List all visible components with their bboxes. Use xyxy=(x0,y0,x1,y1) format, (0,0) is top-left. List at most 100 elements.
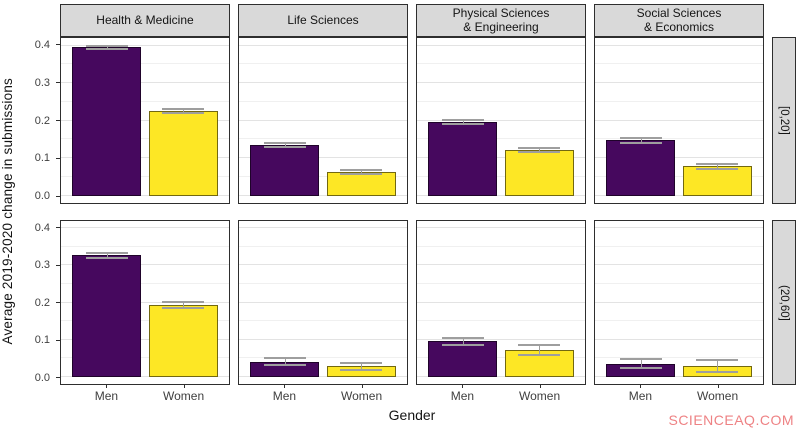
major-gridline xyxy=(61,194,229,196)
bar-men xyxy=(250,144,320,196)
minor-gridline xyxy=(417,282,585,284)
x-axis-ticks: Men Women xyxy=(416,385,586,406)
error-bar-cap xyxy=(619,357,662,360)
x-axis-title: Gender xyxy=(388,407,436,423)
facet-strip-age-20-60-label: (20,60] xyxy=(778,284,790,321)
error-bar-cap xyxy=(263,357,306,360)
minor-gridline xyxy=(595,100,763,102)
major-gridline xyxy=(595,264,763,266)
major-gridline xyxy=(61,301,229,303)
major-gridline xyxy=(417,119,585,121)
error-bar-cap xyxy=(340,169,383,171)
error-bar-line xyxy=(284,142,286,148)
error-bar-line xyxy=(462,338,464,345)
major-gridline xyxy=(239,194,407,196)
error-bar-cap xyxy=(518,151,561,154)
error-bar-cap xyxy=(696,162,739,165)
minor-gridline xyxy=(239,320,407,322)
error-bar-cap xyxy=(85,48,128,51)
x-tick-mark xyxy=(284,385,286,388)
minor-gridline xyxy=(595,357,763,359)
y-tick-mark xyxy=(56,82,60,84)
error-bar-line xyxy=(106,45,108,50)
major-gridline xyxy=(61,82,229,83)
error-bar-cap xyxy=(263,364,306,367)
x-tick-mark xyxy=(640,385,642,388)
error-bar-cap xyxy=(441,343,484,346)
y-tick-mark xyxy=(56,157,60,159)
major-gridline xyxy=(61,44,229,46)
minor-gridline xyxy=(239,245,407,247)
x-tick-mark xyxy=(539,385,541,388)
y-tick-label: 0.2 xyxy=(34,114,50,127)
major-gridline xyxy=(595,119,763,121)
minor-gridline xyxy=(595,282,763,284)
facet-strip-age-20-60: (20,60] xyxy=(772,220,796,385)
minor-gridline xyxy=(417,175,585,177)
y-tick-label: 0.1 xyxy=(34,334,50,346)
panel-20-60-physical-sciences xyxy=(416,220,586,385)
x-axis-ticks: Men Women xyxy=(594,385,764,406)
facet-strip-life-sciences: Life Sciences xyxy=(238,4,408,37)
facet-strip-social-sciences: Social Sciences & Economics xyxy=(594,4,764,37)
bar-men xyxy=(428,122,498,196)
error-bar-cap xyxy=(263,146,306,149)
error-bar-cap xyxy=(619,367,662,370)
x-tick-mark xyxy=(361,385,363,388)
minor-gridline xyxy=(417,320,585,322)
bar-men xyxy=(72,47,142,196)
minor-gridline xyxy=(239,175,407,177)
error-bar-line xyxy=(462,119,464,125)
x-tick-mark xyxy=(717,385,719,388)
error-bar-line xyxy=(539,147,541,153)
y-tick-mark xyxy=(56,302,60,303)
minor-gridline xyxy=(595,320,763,322)
error-bar-cap xyxy=(340,368,383,371)
y-tick-mark xyxy=(56,44,60,46)
minor-gridline xyxy=(61,138,229,140)
major-gridline xyxy=(239,119,407,121)
error-bar-cap xyxy=(340,173,383,176)
major-gridline xyxy=(61,375,229,377)
minor-gridline xyxy=(417,357,585,359)
major-gridline xyxy=(595,227,763,229)
y-tick-label: 0.3 xyxy=(34,259,50,271)
major-gridline xyxy=(595,194,763,196)
minor-gridline xyxy=(61,175,229,177)
major-gridline xyxy=(417,44,585,46)
y-axis-ticks-top-row: 0.0 0.1 0.2 0.3 0.4 xyxy=(22,37,60,204)
x-tick-label-women: Women xyxy=(519,389,561,403)
watermark: SCIENCEAQ.COM xyxy=(668,412,794,428)
y-tick-label: 0.4 xyxy=(34,221,50,234)
major-gridline xyxy=(417,338,585,340)
major-gridline xyxy=(595,338,763,340)
panel-20-60-health-medicine xyxy=(60,220,230,385)
major-gridline xyxy=(239,264,407,266)
error-bar-line xyxy=(183,109,185,113)
y-tick-mark xyxy=(56,264,60,266)
error-bar-line xyxy=(640,137,642,143)
y-tick-mark xyxy=(56,195,60,197)
major-gridline xyxy=(61,264,229,266)
bar-women xyxy=(148,111,218,196)
error-bar-cap xyxy=(619,136,662,139)
error-bar-cap xyxy=(696,358,739,361)
x-tick-mark xyxy=(462,385,464,388)
minor-gridline xyxy=(595,245,763,247)
error-bar-cap xyxy=(619,142,662,144)
error-bar-line xyxy=(284,358,286,366)
y-tick-label: 0.1 xyxy=(34,152,50,165)
error-bar-cap xyxy=(263,141,306,144)
major-gridline xyxy=(417,264,585,266)
facet-strip-health-medicine: Health & Medicine xyxy=(60,4,230,37)
major-gridline xyxy=(595,44,763,46)
bar-women xyxy=(326,172,396,196)
y-tick-label: 0.4 xyxy=(34,38,50,51)
major-gridline xyxy=(61,227,229,229)
bar-men xyxy=(606,140,676,196)
major-gridline xyxy=(417,194,585,196)
error-bar-cap xyxy=(162,108,205,111)
minor-gridline xyxy=(595,175,763,177)
error-bar-cap xyxy=(340,361,383,364)
error-bar-cap xyxy=(518,146,561,149)
